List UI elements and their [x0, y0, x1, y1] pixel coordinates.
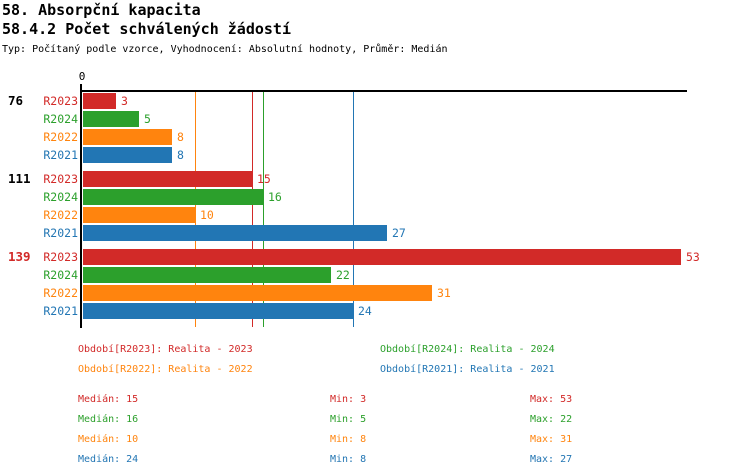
bar-value-label: 5: [144, 112, 151, 126]
bar-R2021: [83, 303, 353, 319]
bar-row-label-R2021: R2021: [43, 304, 78, 318]
legend-item-R2021: Období[R2021]: Realita - 2021: [380, 364, 555, 375]
bar-R2024: [83, 111, 139, 127]
report-title: 58. Absorpční kapacita: [2, 1, 201, 19]
bar-row-label-R2023: R2023: [43, 94, 78, 108]
stat-max-R2024: Max: 22: [530, 414, 573, 425]
report-subtitle: 58.4.2 Počet schválených žádostí: [2, 20, 291, 38]
bar-value-label: 3: [121, 94, 128, 108]
group-total-label: 139: [8, 249, 31, 264]
bar-value-label: 31: [437, 286, 451, 300]
bar-value-label: 24: [358, 304, 372, 318]
stat-median-R2022: Medián: 10: [78, 434, 139, 445]
bar-row-label-R2022: R2022: [43, 130, 78, 144]
bar-row-label-R2024: R2024: [43, 268, 78, 282]
bar-row-label-R2023: R2023: [43, 250, 78, 264]
bar-R2022: [83, 129, 172, 145]
median-line-R2023: [252, 91, 253, 327]
stat-min-R2021: Min: 8: [330, 454, 367, 465]
bar-value-label: 15: [257, 172, 271, 186]
bar-value-label: 16: [268, 190, 282, 204]
bar-R2023: [83, 93, 116, 109]
bar-R2022: [83, 207, 195, 223]
stat-max-R2023: Max: 53: [530, 394, 573, 405]
bar-row-label-R2022: R2022: [43, 286, 78, 300]
bar-row-label-R2024: R2024: [43, 190, 78, 204]
bar-value-label: 10: [200, 208, 214, 222]
stat-median-R2023: Medián: 15: [78, 394, 139, 405]
bar-row-label-R2023: R2023: [43, 172, 78, 186]
stat-min-R2022: Min: 8: [330, 434, 367, 445]
stat-min-R2024: Min: 5: [330, 414, 367, 425]
median-line-R2024: [263, 91, 264, 327]
bar-R2021: [83, 147, 172, 163]
report-meta: Typ: Počítaný podle vzorce, Vyhodnocení:…: [2, 44, 448, 55]
bar-value-label: 27: [392, 226, 406, 240]
legend-item-R2022: Období[R2022]: Realita - 2022: [78, 364, 253, 375]
bar-row-label-R2021: R2021: [43, 148, 78, 162]
y-axis-line: [80, 84, 82, 328]
stat-max-R2022: Max: 31: [530, 434, 573, 445]
bar-value-label: 8: [177, 130, 184, 144]
bar-R2021: [83, 225, 387, 241]
bar-row-label-R2021: R2021: [43, 226, 78, 240]
bar-R2023: [83, 249, 681, 265]
x-axis-line: [81, 90, 687, 92]
bar-R2024: [83, 189, 263, 205]
group-total-label: 111: [8, 171, 31, 186]
bar-R2022: [83, 285, 432, 301]
group-total-label: 76: [8, 93, 24, 108]
bar-row-label-R2024: R2024: [43, 112, 78, 126]
legend-item-R2024: Období[R2024]: Realita - 2024: [380, 344, 555, 355]
bar-value-label: 22: [336, 268, 350, 282]
bar-R2023: [83, 171, 252, 187]
median-line-R2022: [195, 91, 196, 327]
bar-row-label-R2022: R2022: [43, 208, 78, 222]
bar-value-label: 53: [686, 250, 700, 264]
bar-R2024: [83, 267, 331, 283]
stat-median-R2021: Medián: 24: [78, 454, 139, 465]
stat-min-R2023: Min: 3: [330, 394, 367, 405]
stat-max-R2021: Max: 27: [530, 454, 573, 465]
stat-median-R2024: Medián: 16: [78, 414, 139, 425]
bar-value-label: 8: [177, 148, 184, 162]
legend-item-R2023: Období[R2023]: Realita - 2023: [78, 344, 253, 355]
x-axis-zero-label: 0: [78, 70, 86, 83]
median-line-R2021: [353, 91, 354, 327]
